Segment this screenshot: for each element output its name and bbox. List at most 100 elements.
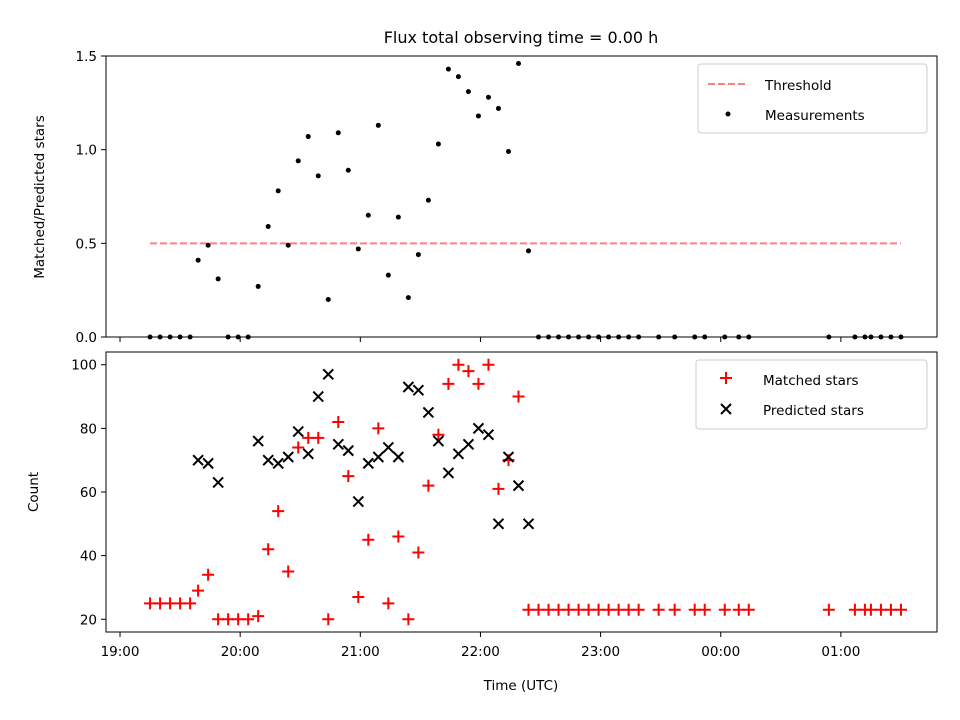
predicted-stars-point xyxy=(252,435,264,447)
matched-stars-point xyxy=(532,603,545,616)
predicted-stars-point xyxy=(192,454,204,466)
measurement-point xyxy=(365,212,371,218)
matched-legend-label: Matched stars xyxy=(763,373,859,389)
predicted-stars-point xyxy=(462,438,475,450)
bottom-x-ticks: 19:00 20:00 21:00 22:00 23:00 00:00 01:00 xyxy=(101,632,860,660)
bottom-y-tick-label: 100 xyxy=(71,358,97,374)
predicted-stars-point xyxy=(262,454,274,466)
predicted-legend-marker xyxy=(720,403,732,415)
x-axis-label: Time (UTC) xyxy=(483,678,559,694)
predicted-stars-point xyxy=(352,495,365,508)
bottom-y-ticks: 20 40 60 80 100 xyxy=(71,358,106,628)
measurement-point xyxy=(195,257,201,263)
predicted-stars-point xyxy=(412,384,425,396)
matched-stars-point xyxy=(422,479,435,492)
measurement-point xyxy=(325,297,331,303)
predicted-stars-point xyxy=(432,435,445,447)
predicted-legend-label: Predicted stars xyxy=(763,403,864,419)
top-y-label: Matched/Predicted stars xyxy=(32,115,48,278)
measurement-point xyxy=(255,283,261,289)
bottom-y-tick-label: 20 xyxy=(80,612,97,628)
x-tick-label: 19:00 xyxy=(101,644,140,660)
predicted-stars-point xyxy=(362,457,375,470)
predicted-stars-point xyxy=(372,451,385,463)
predicted-stars-point xyxy=(312,390,324,403)
matched-stars-point xyxy=(154,597,167,610)
predicted-stars-point xyxy=(392,451,405,463)
matched-stars-point xyxy=(864,603,877,616)
measurement-point xyxy=(265,223,271,229)
measurement-point xyxy=(425,197,431,203)
matched-stars-point xyxy=(402,613,415,626)
matched-stars-point xyxy=(184,597,197,610)
matched-stars-point xyxy=(602,603,615,616)
top-legend-box xyxy=(697,63,928,134)
measurement-point xyxy=(335,130,341,136)
top-axes-frame xyxy=(105,55,938,338)
measurements-legend-marker xyxy=(725,111,731,117)
bottom-legend-box xyxy=(695,359,928,430)
top-legend: Threshold Measurements xyxy=(697,63,928,134)
matched-stars-point xyxy=(542,603,555,616)
matched-stars-point xyxy=(698,603,711,616)
matched-stars-point xyxy=(632,603,645,616)
bottom-y-tick-label: 60 xyxy=(80,485,97,501)
matched-stars-point xyxy=(144,597,157,610)
matched-stars-point xyxy=(352,591,365,603)
bottom-y-tick-label: 80 xyxy=(80,421,97,437)
measurement-point xyxy=(295,158,301,164)
measurement-point xyxy=(515,60,521,66)
bottom-axes-frame xyxy=(105,351,938,633)
measurement-point xyxy=(505,149,511,155)
top-y-tick-label: 1.0 xyxy=(76,143,97,159)
matched-stars-point xyxy=(742,603,755,616)
measurement-point xyxy=(315,173,321,179)
measurement-point xyxy=(285,242,291,248)
matched-stars-point xyxy=(512,390,525,403)
top-panel: 0.0 0.5 1.0 1.5 Matched/Predicted stars Thr… xyxy=(32,49,938,346)
matched-stars-point xyxy=(292,441,305,454)
measurement-point xyxy=(385,272,391,278)
matched-stars-point xyxy=(372,422,385,435)
matched-stars-point xyxy=(192,584,205,597)
predicted-stars-point xyxy=(452,448,465,460)
matched-stars-point xyxy=(668,603,681,616)
matched-stars-point xyxy=(302,431,315,444)
matched-legend-marker xyxy=(720,372,732,384)
matched-stars-point xyxy=(492,482,505,495)
matched-stars-point xyxy=(592,603,605,616)
predicted-stars-point xyxy=(502,451,515,463)
top-y-ticks: 0.0 0.5 1.0 1.5 xyxy=(76,49,106,346)
top-plot-marks xyxy=(147,60,904,340)
matched-stars-point xyxy=(392,530,405,543)
matched-stars-point xyxy=(522,603,535,616)
measurement-point xyxy=(215,276,221,282)
matched-stars-point xyxy=(552,603,565,616)
matched-stars-point xyxy=(562,603,575,616)
bottom-y-label: Count xyxy=(26,472,42,512)
matched-stars-point xyxy=(652,603,665,616)
predicted-stars-point xyxy=(212,476,224,489)
bottom-y-tick-label: 40 xyxy=(80,549,97,565)
x-tick-label: 01:00 xyxy=(821,644,860,660)
matched-stars-point xyxy=(232,613,245,626)
x-tick-label: 23:00 xyxy=(581,644,620,660)
measurement-point xyxy=(275,188,281,194)
figure-title: Flux total observing time = 0.00 h xyxy=(384,28,659,47)
matched-stars-point xyxy=(362,533,375,546)
measurement-point xyxy=(526,248,532,254)
matched-stars-point xyxy=(272,505,285,518)
top-y-tick-label: 1.5 xyxy=(76,49,97,65)
matched-stars-point xyxy=(688,603,701,616)
matched-stars-point xyxy=(164,597,177,610)
x-tick-label: 20:00 xyxy=(221,644,260,660)
matched-stars-point xyxy=(322,613,335,626)
predicted-stars-point xyxy=(332,438,344,450)
matched-stars-point xyxy=(874,603,887,616)
predicted-stars-point xyxy=(522,518,535,530)
predicted-stars-point xyxy=(472,422,485,435)
predicted-stars-point xyxy=(282,451,294,463)
matched-stars-point xyxy=(202,568,215,581)
predicted-stars-point xyxy=(292,425,304,438)
